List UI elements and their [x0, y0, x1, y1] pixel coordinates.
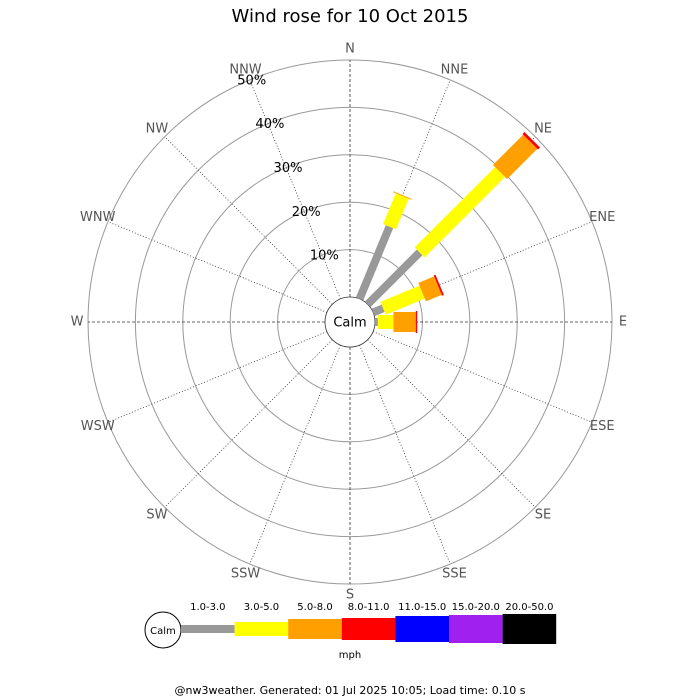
ring-label: 50%: [237, 73, 266, 88]
rose-segment: [393, 312, 416, 332]
direction-label: NE: [534, 121, 552, 136]
legend-label: 11.0-15.0: [398, 602, 446, 613]
spoke: [359, 344, 451, 565]
rose-segment: [418, 276, 442, 302]
direction-label: SE: [535, 508, 551, 523]
ring-label: 30%: [274, 161, 303, 176]
direction-label: SW: [146, 508, 167, 523]
rose-segment: [492, 134, 538, 180]
direction-label: SSW: [231, 567, 261, 582]
direction-label: ESE: [590, 419, 615, 434]
legend-label: 20.0-50.0: [505, 602, 553, 613]
rose-segment: [414, 166, 506, 258]
legend-swatch: [502, 614, 557, 644]
spoke: [249, 79, 341, 300]
legend-swatch: [288, 619, 342, 639]
units-label: mph: [339, 650, 361, 661]
direction-label: NNW: [229, 62, 261, 77]
rose-segment: [371, 304, 385, 317]
rose-segment: [383, 193, 409, 230]
chart-title: Wind rose for 10 Oct 2015: [232, 6, 469, 27]
rose-segment: [392, 191, 412, 200]
rose-segment: [355, 225, 394, 301]
direction-label: WSW: [81, 419, 115, 434]
rose-segment: [433, 274, 444, 296]
direction-label: W: [71, 315, 84, 330]
legend-label: 5.0-8.0: [297, 602, 332, 613]
direction-label: NNE: [441, 62, 469, 77]
spoke: [249, 344, 341, 565]
rose-segment: [415, 311, 418, 333]
spoke: [107, 331, 328, 423]
direction-label: E: [619, 315, 627, 330]
ring: [229, 201, 471, 443]
calm-label: Calm: [333, 316, 366, 331]
spoke: [107, 221, 328, 313]
legend-swatch: [449, 615, 503, 643]
rose-segment: [377, 315, 394, 329]
spoke: [372, 331, 593, 423]
legend-label: 8.0-11.0: [348, 602, 390, 613]
direction-label: NW: [146, 121, 169, 136]
legend-label: 3.0-5.0: [244, 602, 279, 613]
rose-segment: [375, 318, 378, 326]
legend-swatch: [234, 622, 289, 636]
legend-swatch: [341, 618, 396, 640]
legend-label: 1.0-3.0: [190, 602, 225, 613]
legend-swatch: [395, 616, 449, 642]
footer: @nw3weather. Generated: 01 Jul 2025 10:0…: [175, 684, 526, 697]
direction-label: N: [345, 42, 355, 57]
direction-label: ENE: [589, 210, 615, 225]
legend-swatch: [181, 625, 235, 633]
direction-label: WNW: [80, 210, 116, 225]
legend-label: 15.0-20.0: [452, 602, 500, 613]
rose-segment: [380, 285, 425, 315]
spoke: [164, 136, 333, 305]
rose-segment: [364, 249, 423, 308]
ring-label: 40%: [255, 117, 284, 132]
ring-label: 20%: [292, 205, 321, 220]
legend-calm-label: Calm: [150, 626, 176, 637]
spoke: [367, 339, 536, 508]
spoke: [164, 339, 333, 508]
rose-segment: [522, 131, 541, 150]
ring-label: 10%: [310, 249, 339, 264]
direction-label: SSE: [442, 567, 467, 582]
ring: [134, 106, 566, 538]
direction-label: S: [346, 588, 354, 603]
